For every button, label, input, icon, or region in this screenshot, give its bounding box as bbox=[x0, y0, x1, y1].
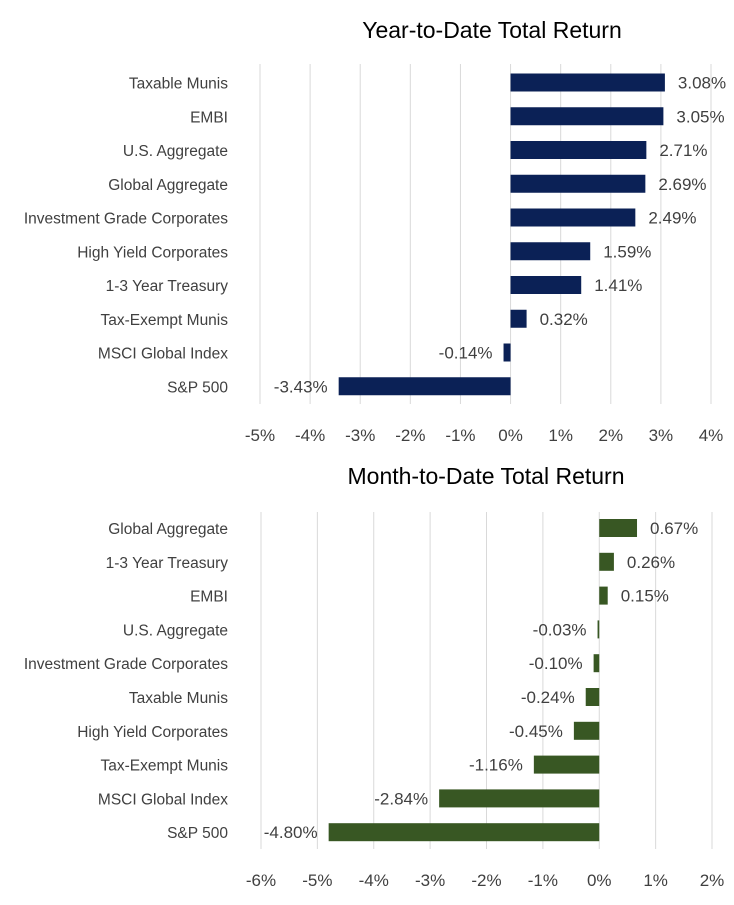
x-tick-label: 0% bbox=[587, 871, 612, 890]
bar bbox=[510, 276, 582, 294]
data-label: -0.03% bbox=[533, 620, 587, 639]
x-tick-label: -2% bbox=[395, 426, 425, 445]
data-label: -3.43% bbox=[274, 377, 328, 396]
x-tick-label: -4% bbox=[295, 426, 325, 445]
category-label: MSCI Global Index bbox=[98, 791, 228, 808]
chart-title: Month-to-Date Total Return bbox=[348, 463, 625, 489]
bar bbox=[573, 721, 600, 740]
data-label: 3.05% bbox=[676, 107, 724, 126]
chart-title: Year-to-Date Total Return bbox=[362, 17, 622, 43]
bar bbox=[510, 208, 636, 227]
category-label: Taxable Munis bbox=[129, 690, 228, 707]
data-label: 2.69% bbox=[658, 175, 706, 194]
data-label: -4.80% bbox=[264, 823, 318, 842]
bar bbox=[510, 242, 591, 261]
bar bbox=[503, 343, 511, 362]
bar bbox=[328, 823, 600, 842]
chart-1: Year-to-Date Total Return -5% -4% -3% -2% -1%… bbox=[24, 17, 726, 445]
x-tick-label: -5% bbox=[302, 871, 332, 890]
data-label: 1.59% bbox=[603, 242, 651, 261]
category-label: U.S. Aggregate bbox=[123, 622, 228, 639]
bar bbox=[533, 755, 600, 774]
data-label: -0.14% bbox=[439, 344, 493, 363]
bar bbox=[597, 620, 600, 639]
x-tick-label: -5% bbox=[245, 426, 275, 445]
category-label: 1-3 Year Treasury bbox=[106, 555, 229, 572]
category-label: High Yield Corporates bbox=[77, 244, 228, 261]
bar bbox=[593, 654, 600, 673]
x-tick-label: 1% bbox=[643, 871, 668, 890]
category-label: S&P 500 bbox=[167, 825, 228, 842]
x-tick-label: -4% bbox=[359, 871, 389, 890]
data-label: 0.67% bbox=[650, 519, 698, 538]
x-tick-label: 2% bbox=[700, 871, 725, 890]
x-tick-label: -3% bbox=[345, 426, 375, 445]
x-tick-label: 1% bbox=[548, 426, 573, 445]
category-label: Global Aggregate bbox=[108, 177, 228, 194]
chart-2: Month-to-Date Total Return -6% -5% -4% -3% -2… bbox=[24, 463, 724, 890]
x-tick-label: 0% bbox=[498, 426, 523, 445]
data-label: -0.24% bbox=[521, 688, 575, 707]
bar bbox=[599, 519, 638, 537]
x-tick-label: 4% bbox=[699, 426, 724, 445]
category-label: Global Aggregate bbox=[108, 521, 228, 538]
category-label: EMBI bbox=[190, 109, 228, 126]
bar bbox=[510, 141, 647, 159]
data-label: -1.16% bbox=[469, 756, 523, 775]
bar bbox=[510, 73, 665, 92]
bar bbox=[510, 309, 527, 328]
category-label: Investment Grade Corporates bbox=[24, 656, 228, 673]
data-label: 2.71% bbox=[659, 141, 707, 160]
bar bbox=[510, 107, 664, 126]
bar bbox=[599, 586, 608, 605]
category-label: Tax-Exempt Munis bbox=[101, 312, 229, 329]
category-label: U.S. Aggregate bbox=[123, 143, 228, 160]
bar bbox=[510, 174, 646, 193]
category-label: High Yield Corporates bbox=[77, 724, 228, 741]
data-label: -0.45% bbox=[509, 722, 563, 741]
data-label: -2.84% bbox=[374, 789, 428, 808]
data-label: 0.26% bbox=[627, 553, 675, 572]
data-label: 2.49% bbox=[648, 209, 696, 228]
category-label: Taxable Munis bbox=[129, 76, 228, 93]
data-label: 0.15% bbox=[621, 587, 669, 606]
data-label: 1.41% bbox=[594, 276, 642, 295]
category-label: MSCI Global Index bbox=[98, 346, 228, 363]
bar bbox=[439, 789, 600, 808]
x-tick-label: -2% bbox=[471, 871, 501, 890]
x-tick-label: -1% bbox=[528, 871, 558, 890]
x-tick-label: 3% bbox=[649, 426, 674, 445]
category-label: Investment Grade Corporates bbox=[24, 211, 228, 228]
bar bbox=[585, 688, 600, 706]
x-tick-label: -1% bbox=[445, 426, 475, 445]
category-label: EMBI bbox=[190, 589, 228, 606]
bar bbox=[338, 377, 511, 396]
x-tick-label: -3% bbox=[415, 871, 445, 890]
data-label: 0.32% bbox=[540, 310, 588, 329]
x-tick-label: 2% bbox=[598, 426, 623, 445]
data-label: 3.08% bbox=[678, 74, 726, 93]
data-label: -0.10% bbox=[529, 654, 583, 673]
x-tick-label: -6% bbox=[246, 871, 276, 890]
bar bbox=[599, 552, 614, 571]
category-label: S&P 500 bbox=[167, 379, 228, 396]
category-label: Tax-Exempt Munis bbox=[101, 758, 229, 775]
category-label: 1-3 Year Treasury bbox=[106, 278, 229, 295]
